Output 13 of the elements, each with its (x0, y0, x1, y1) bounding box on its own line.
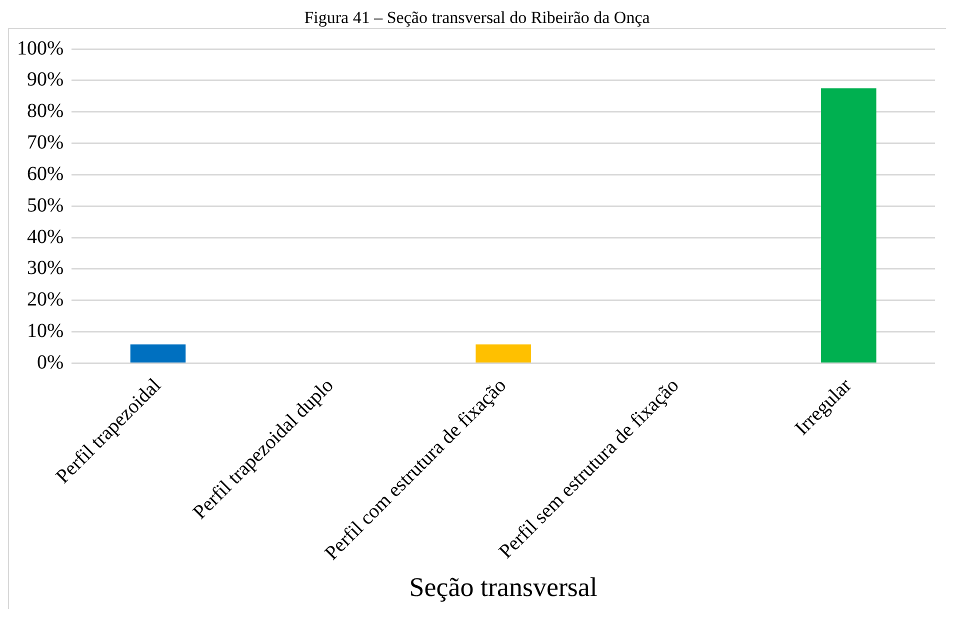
chart-title: Figura 41 – Seção transversal do Ribeirão da Onça (303, 8, 651, 28)
y-tick-label: 50% (26, 194, 64, 216)
y-tick-label: 10% (26, 320, 64, 342)
x-axis-title: Seção transversal (409, 572, 598, 602)
y-tick-label: 40% (26, 226, 64, 248)
y-tick-label: 90% (26, 68, 64, 91)
y-tick-label: 30% (26, 257, 64, 280)
y-tick-label: 20% (26, 288, 64, 311)
y-tick-label: 80% (26, 100, 64, 122)
y-tick-label: 100% (16, 37, 64, 60)
y-tick-label: 0% (36, 352, 64, 374)
y-tick-label: 60% (26, 162, 64, 185)
y-tick-label: 70% (26, 132, 64, 154)
